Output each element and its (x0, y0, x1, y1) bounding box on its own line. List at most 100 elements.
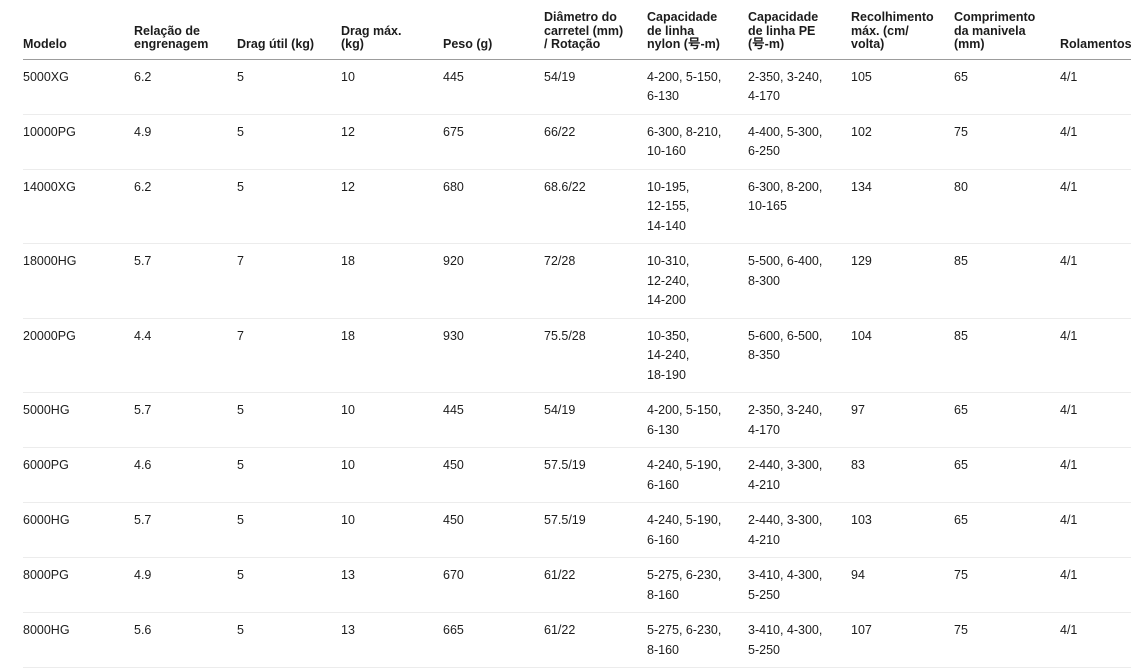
table-row: 18000HG 5.7 7 18 920 72/28 10-310, 12-240, 14-… (23, 243, 1131, 319)
column-header-drag-util: Drag útil (kg) (237, 0, 341, 60)
cell-drag-max: 13 (341, 557, 443, 613)
table-row: 20000PG 4.4 7 18 930 75.5/28 10-350, 14-240, 1… (23, 318, 1131, 393)
cell-drag-util: 5 (237, 114, 341, 170)
cell-diametro-carretel: 75.5/28 (544, 318, 647, 393)
table-row: 5000XG 6.2 5 10 445 54/19 4-200, 5-150, 6-130 2… (23, 59, 1131, 115)
cell-capacidade-nylon: 4-200, 5-150, 6-130 (647, 59, 748, 115)
cell-rolamentos: 4/1 (1060, 557, 1131, 613)
cell-relacao-engrenagem: 4.9 (134, 557, 237, 613)
table-row: 10000PG 4.9 5 12 675 66/22 6-300, 8-210, 10-16… (23, 114, 1131, 170)
cell-relacao-engrenagem: 5.6 (134, 612, 237, 668)
cell-drag-max: 13 (341, 612, 443, 668)
cell-recolhimento-max: 105 (851, 59, 954, 115)
column-header-capacidade-nylon: Capacidade de linha nylon (号-m) (647, 0, 748, 60)
cell-comprimento-manivela: 65 (954, 502, 1060, 558)
cell-modelo: 18000HG (23, 243, 134, 319)
table-row: 6000HG 5.7 5 10 450 57.5/19 4-240, 5-190, 6-16… (23, 502, 1131, 558)
cell-diametro-carretel: 66/22 (544, 114, 647, 170)
cell-capacidade-pe: 5-500, 6-400, 8-300 (748, 243, 851, 319)
table-row: 6000PG 4.6 5 10 450 57.5/19 4-240, 5-190, 6-16… (23, 447, 1131, 503)
cell-recolhimento-max: 102 (851, 114, 954, 170)
cell-modelo: 6000PG (23, 447, 134, 503)
cell-modelo: 8000PG (23, 557, 134, 613)
cell-capacidade-nylon: 10-195, 12-155, 14-140 (647, 169, 748, 244)
cell-capacidade-pe: 4-400, 5-300, 6-250 (748, 114, 851, 170)
cell-capacidade-nylon: 6-300, 8-210, 10-160 (647, 114, 748, 170)
cell-drag-max: 10 (341, 392, 443, 448)
column-header-peso: Peso (g) (443, 0, 544, 60)
cell-recolhimento-max: 97 (851, 392, 954, 448)
cell-relacao-engrenagem: 6.2 (134, 169, 237, 244)
cell-diametro-carretel: 72/28 (544, 243, 647, 319)
cell-capacidade-nylon: 5-275, 6-230, 8-160 (647, 612, 748, 668)
cell-relacao-engrenagem: 6.2 (134, 59, 237, 115)
cell-recolhimento-max: 129 (851, 243, 954, 319)
cell-modelo: 14000XG (23, 169, 134, 244)
cell-drag-max: 10 (341, 502, 443, 558)
table-row: 8000HG 5.6 5 13 665 61/22 5-275, 6-230, 8-160 3… (23, 612, 1131, 668)
cell-peso: 930 (443, 318, 544, 393)
cell-relacao-engrenagem: 4.6 (134, 447, 237, 503)
column-header-modelo: Modelo (23, 0, 134, 60)
cell-comprimento-manivela: 65 (954, 447, 1060, 503)
column-header-drag-max: Drag máx. (kg) (341, 0, 443, 60)
cell-drag-util: 5 (237, 502, 341, 558)
cell-rolamentos: 4/1 (1060, 502, 1131, 558)
cell-drag-max: 10 (341, 59, 443, 115)
cell-peso: 450 (443, 447, 544, 503)
cell-comprimento-manivela: 80 (954, 169, 1060, 244)
cell-recolhimento-max: 94 (851, 557, 954, 613)
cell-recolhimento-max: 83 (851, 447, 954, 503)
cell-relacao-engrenagem: 5.7 (134, 392, 237, 448)
cell-peso: 665 (443, 612, 544, 668)
cell-modelo: 8000HG (23, 612, 134, 668)
cell-diametro-carretel: 54/19 (544, 392, 647, 448)
cell-drag-util: 5 (237, 612, 341, 668)
cell-capacidade-pe: 2-350, 3-240, 4-170 (748, 59, 851, 115)
cell-drag-max: 18 (341, 318, 443, 393)
cell-diametro-carretel: 57.5/19 (544, 447, 647, 503)
column-header-recolhimento-max: Recolhimento máx. (cm/ volta) (851, 0, 954, 60)
cell-comprimento-manivela: 65 (954, 392, 1060, 448)
cell-drag-max: 12 (341, 114, 443, 170)
cell-peso: 920 (443, 243, 544, 319)
cell-comprimento-manivela: 75 (954, 557, 1060, 613)
cell-recolhimento-max: 104 (851, 318, 954, 393)
cell-capacidade-pe: 2-440, 3-300, 4-210 (748, 502, 851, 558)
cell-diametro-carretel: 61/22 (544, 557, 647, 613)
cell-peso: 675 (443, 114, 544, 170)
cell-modelo: 5000XG (23, 59, 134, 115)
cell-drag-util: 7 (237, 318, 341, 393)
column-header-diametro-carretel: Diâmetro do carretel (mm) / Rotação (544, 0, 647, 60)
cell-comprimento-manivela: 65 (954, 59, 1060, 115)
column-header-relacao-engrenagem: Relação de engrenagem (134, 0, 237, 60)
cell-modelo: 6000HG (23, 502, 134, 558)
cell-drag-max: 12 (341, 169, 443, 244)
cell-capacidade-nylon: 10-350, 14-240, 18-190 (647, 318, 748, 393)
cell-rolamentos: 4/1 (1060, 114, 1131, 170)
column-header-rolamentos: Rolamentos (1060, 0, 1131, 60)
cell-diametro-carretel: 54/19 (544, 59, 647, 115)
cell-diametro-carretel: 68.6/22 (544, 169, 647, 244)
cell-relacao-engrenagem: 5.7 (134, 502, 237, 558)
cell-relacao-engrenagem: 4.4 (134, 318, 237, 393)
cell-capacidade-pe: 6-300, 8-200, 10-165 (748, 169, 851, 244)
cell-capacidade-pe: 3-410, 4-300, 5-250 (748, 612, 851, 668)
cell-drag-max: 10 (341, 447, 443, 503)
cell-capacidade-nylon: 5-275, 6-230, 8-160 (647, 557, 748, 613)
table-row: 8000PG 4.9 5 13 670 61/22 5-275, 6-230, 8-160 3… (23, 557, 1131, 613)
cell-capacidade-pe: 2-350, 3-240, 4-170 (748, 392, 851, 448)
spec-table-body: 5000XG 6.2 5 10 445 54/19 4-200, 5-150, 6-130 2… (23, 59, 1131, 668)
cell-drag-util: 5 (237, 169, 341, 244)
cell-drag-max: 18 (341, 243, 443, 319)
table-row: 5000HG 5.7 5 10 445 54/19 4-200, 5-150, 6-130 2… (23, 392, 1131, 448)
cell-modelo: 5000HG (23, 392, 134, 448)
cell-capacidade-pe: 3-410, 4-300, 5-250 (748, 557, 851, 613)
cell-peso: 670 (443, 557, 544, 613)
cell-recolhimento-max: 134 (851, 169, 954, 244)
cell-relacao-engrenagem: 4.9 (134, 114, 237, 170)
cell-comprimento-manivela: 75 (954, 612, 1060, 668)
cell-rolamentos: 4/1 (1060, 169, 1131, 244)
cell-comprimento-manivela: 85 (954, 318, 1060, 393)
cell-diametro-carretel: 57.5/19 (544, 502, 647, 558)
